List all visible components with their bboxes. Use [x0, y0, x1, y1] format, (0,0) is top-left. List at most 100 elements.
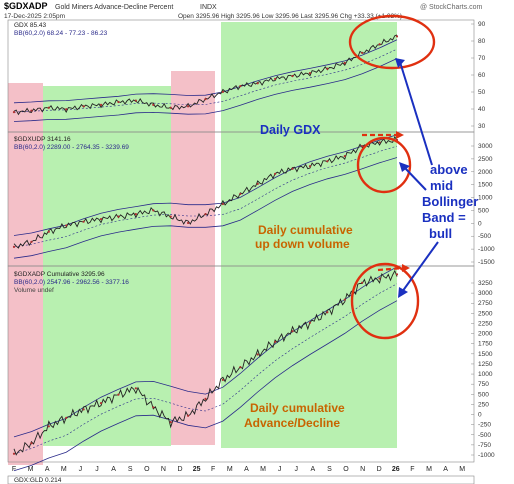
data-point — [152, 209, 155, 212]
circle-udp — [356, 136, 412, 194]
data-point — [204, 213, 207, 216]
data-point — [221, 202, 225, 206]
data-point — [361, 281, 364, 284]
y-tick-label: 2500 — [478, 156, 493, 163]
x-tick-label: A — [111, 466, 116, 473]
data-point — [30, 442, 33, 445]
legend-line: Volume undef — [14, 287, 54, 294]
x-tick-label: F — [211, 466, 215, 473]
y-tick-label: 500 — [478, 207, 489, 214]
annotation-adline: Daily cumulative Advance/Decline — [244, 401, 345, 430]
bollinger-middle — [13, 283, 398, 455]
arrow-to-udp — [404, 167, 427, 191]
data-point — [30, 109, 33, 112]
data-point — [343, 61, 346, 65]
chart-date: 17-Dec-2025 2:05pm — [4, 13, 65, 20]
data-point — [152, 103, 155, 106]
y-tick-label: -750 — [478, 442, 491, 449]
y-tick-label: 1000 — [478, 195, 493, 202]
legend-line: $GDXADP Cumulative 3295.96 — [14, 271, 105, 278]
y-tick-label: 2000 — [478, 169, 493, 176]
panel-3-y-axis: 3250300027502500225020001750150012501000… — [471, 280, 495, 459]
legend-line: GDX 85.43 — [14, 22, 47, 29]
data-point — [239, 192, 242, 196]
x-tick-label: M — [227, 466, 233, 473]
data-point — [152, 406, 155, 409]
y-tick-label: 1250 — [478, 361, 493, 368]
x-tick-label: D — [377, 466, 382, 473]
data-point — [256, 182, 259, 185]
data-point — [204, 98, 207, 101]
data-point — [256, 82, 259, 85]
y-tick-label: 250 — [478, 401, 489, 408]
x-tick-label: 26 — [392, 466, 400, 473]
arrowhead-adp — [402, 264, 410, 272]
data-point — [291, 330, 294, 333]
y-tick-label: 2750 — [478, 300, 493, 307]
data-point — [82, 105, 85, 108]
circle-adp — [350, 262, 420, 340]
data-point — [308, 165, 312, 168]
bollinger-lower — [13, 300, 398, 472]
data-point — [256, 353, 259, 356]
panel-frame-4 — [7, 475, 475, 484]
data-point — [361, 51, 364, 54]
bollinger-lower — [13, 58, 398, 122]
data-point — [186, 414, 190, 417]
y-tick-label: 60 — [478, 72, 486, 79]
data-point — [12, 452, 16, 455]
y-tick-label: 70 — [478, 55, 486, 62]
y-tick-label: 500 — [478, 391, 489, 398]
y-tick-label: -1500 — [478, 259, 495, 266]
panel-2-y-axis: 3000 2500 2000 1500 1000 500 0 -500 -1000 -1500 — [471, 143, 495, 266]
arrow-to-adp — [401, 241, 439, 293]
y-tick-label: -250 — [478, 422, 491, 429]
y-tick-label: 3000 — [478, 143, 493, 150]
x-tick-label: O — [144, 466, 150, 473]
data-point — [395, 35, 399, 38]
data-point — [99, 103, 103, 106]
data-point — [169, 420, 172, 424]
x-tick-label: 25 — [193, 466, 201, 473]
y-tick-label: -1000 — [478, 246, 495, 253]
x-tick-label: J — [278, 466, 282, 473]
bottom-panel-legend: GDX:GLD 0.214 — [14, 477, 62, 484]
chart-name: Gold Miners Advance-Decline Percent — [55, 4, 173, 11]
x-tick-label: A — [45, 466, 50, 473]
y-tick-label: 1500 — [478, 351, 493, 358]
arrow-to-gdx — [399, 61, 433, 166]
y-tick-label: 1000 — [478, 371, 493, 378]
bollinger-lower — [13, 157, 398, 259]
arrowhead — [398, 287, 408, 298]
annotation-daily-gdx: Daily GDX — [260, 123, 321, 137]
arrowhead — [399, 162, 410, 172]
legend-line: $GDXUDP 3141.16 — [14, 136, 71, 143]
data-point — [117, 393, 120, 396]
data-point — [326, 67, 329, 70]
data-point — [134, 99, 137, 102]
panel-2-legend: $GDXUDP 3141.16 BB(60,2.0) 2289.00 - 276… — [14, 136, 129, 151]
data-point — [65, 416, 68, 419]
y-tick-label: 0 — [478, 220, 482, 227]
data-point — [186, 221, 190, 225]
gdx-series — [12, 34, 399, 122]
x-tick-label: S — [327, 466, 332, 473]
x-tick-label: O — [343, 466, 349, 473]
x-tick-label: N — [360, 466, 365, 473]
arrow-adp — [377, 266, 405, 272]
data-point — [204, 397, 207, 400]
x-tick-label: D — [177, 466, 182, 473]
y-tick-label: 2000 — [478, 331, 493, 338]
data-point — [134, 387, 137, 390]
chart-exchange: INDX — [200, 4, 217, 11]
x-tick-label: M — [260, 466, 266, 473]
data-point — [274, 77, 277, 80]
chart-symbol: $GDXADP — [4, 1, 48, 11]
y-tick-label: 2500 — [478, 310, 493, 317]
y-tick-label: 1500 — [478, 182, 493, 189]
data-point — [99, 218, 103, 221]
arrowhead-udp — [396, 131, 404, 139]
data-point — [65, 224, 68, 227]
data-point — [378, 141, 381, 144]
